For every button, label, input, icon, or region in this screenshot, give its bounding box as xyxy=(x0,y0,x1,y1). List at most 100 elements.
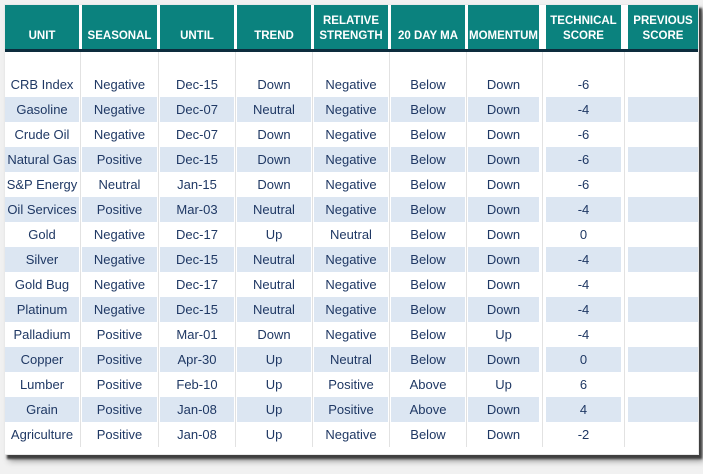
column-gap xyxy=(388,72,391,97)
column-gap xyxy=(79,297,82,322)
column-gap xyxy=(465,347,468,372)
cell-momentum: Up xyxy=(468,372,539,397)
column-gap xyxy=(388,147,391,172)
column-gap xyxy=(79,52,82,72)
column-gap xyxy=(388,422,391,447)
table-row-gold-bug: Gold Bug Negative Dec-17 Neutral Negative Bel… xyxy=(5,272,698,297)
table-row-s-p-energy: S&P Energy Neutral Jan-15 Down Negative Below… xyxy=(5,172,698,197)
cell-until: Mar-01 xyxy=(160,322,234,347)
column-gap xyxy=(311,322,314,347)
cell-technical-score: -2 xyxy=(546,422,621,447)
column-gap xyxy=(79,197,82,222)
column-gap xyxy=(234,122,237,147)
cell-20-day-ma: Above xyxy=(391,372,465,397)
column-gap xyxy=(539,147,546,172)
cell-20-day-ma: Below xyxy=(391,72,465,97)
cell-relative-strength: Negative xyxy=(314,247,388,272)
cell-relative-strength: Negative xyxy=(314,422,388,447)
cell-unit: Palladium xyxy=(5,322,79,347)
column-gap xyxy=(465,122,468,147)
cell-seasonal: Positive xyxy=(82,422,157,447)
column-gap xyxy=(539,72,546,97)
table-row-agriculture: Agriculture Positive Jan-08 Up Negative Below… xyxy=(5,422,698,447)
column-gap xyxy=(539,172,546,197)
column-gap xyxy=(539,347,546,372)
cell-unit: Gold Bug xyxy=(5,272,79,297)
column-header-trend: TREND xyxy=(237,5,311,49)
cell-trend: Down xyxy=(237,322,311,347)
spacer-cell xyxy=(628,52,698,72)
header-divider xyxy=(5,49,698,52)
cell-unit: S&P Energy xyxy=(5,172,79,197)
cell-momentum: Down xyxy=(468,247,539,272)
cell-technical-score: -6 xyxy=(546,172,621,197)
cell-unit: CRB Index xyxy=(5,72,79,97)
spacer-cell xyxy=(82,52,157,72)
column-gap xyxy=(234,272,237,297)
column-gap xyxy=(539,322,546,347)
column-gap xyxy=(388,272,391,297)
column-gap xyxy=(465,272,468,297)
cell-unit: Natural Gas xyxy=(5,147,79,172)
column-gap xyxy=(465,5,468,49)
column-gap xyxy=(621,397,628,422)
column-gap xyxy=(79,172,82,197)
column-gap xyxy=(621,372,628,397)
cell-until: Apr-30 xyxy=(160,347,234,372)
cell-seasonal: Negative xyxy=(82,72,157,97)
column-gap xyxy=(311,172,314,197)
column-gap xyxy=(465,72,468,97)
cell-seasonal: Negative xyxy=(82,97,157,122)
column-gap xyxy=(311,122,314,147)
spacer-cell xyxy=(391,52,465,72)
column-gap xyxy=(79,222,82,247)
column-gap xyxy=(157,72,160,97)
column-gap xyxy=(621,5,628,49)
cell-20-day-ma: Below xyxy=(391,122,465,147)
column-gap xyxy=(157,297,160,322)
column-gap xyxy=(465,222,468,247)
column-gap xyxy=(311,347,314,372)
cell-relative-strength: Negative xyxy=(314,172,388,197)
column-gap xyxy=(234,347,237,372)
cell-previous-score xyxy=(628,97,698,122)
column-gap xyxy=(539,272,546,297)
column-gap xyxy=(465,197,468,222)
cell-relative-strength: Negative xyxy=(314,272,388,297)
column-gap xyxy=(388,322,391,347)
cell-momentum: Down xyxy=(468,197,539,222)
cell-trend: Neutral xyxy=(237,272,311,297)
column-gap xyxy=(539,122,546,147)
cell-trend: Up xyxy=(237,422,311,447)
cell-previous-score xyxy=(628,397,698,422)
column-gap xyxy=(234,147,237,172)
column-gap xyxy=(311,272,314,297)
cell-relative-strength: Negative xyxy=(314,72,388,97)
column-gap xyxy=(621,97,628,122)
cell-20-day-ma: Below xyxy=(391,172,465,197)
column-gap xyxy=(621,122,628,147)
cell-technical-score: -4 xyxy=(546,247,621,272)
cell-previous-score xyxy=(628,372,698,397)
column-gap xyxy=(157,172,160,197)
cell-until: Jan-08 xyxy=(160,422,234,447)
cell-unit: Lumber xyxy=(5,372,79,397)
column-gap xyxy=(157,52,160,72)
cell-momentum: Down xyxy=(468,97,539,122)
cell-unit: Platinum xyxy=(5,297,79,322)
cell-technical-score: -4 xyxy=(546,322,621,347)
cell-momentum: Down xyxy=(468,172,539,197)
column-gap xyxy=(157,122,160,147)
cell-trend: Down xyxy=(237,172,311,197)
column-gap xyxy=(79,72,82,97)
cell-trend: Neutral xyxy=(237,97,311,122)
column-gap xyxy=(157,422,160,447)
column-gap xyxy=(157,197,160,222)
column-gap xyxy=(234,52,237,72)
table-row-grain: Grain Positive Jan-08 Up Positive Above Down 4 xyxy=(5,397,698,422)
cell-seasonal: Positive xyxy=(82,347,157,372)
column-gap xyxy=(311,372,314,397)
column-gap xyxy=(539,297,546,322)
cell-momentum: Down xyxy=(468,72,539,97)
cell-20-day-ma: Below xyxy=(391,272,465,297)
